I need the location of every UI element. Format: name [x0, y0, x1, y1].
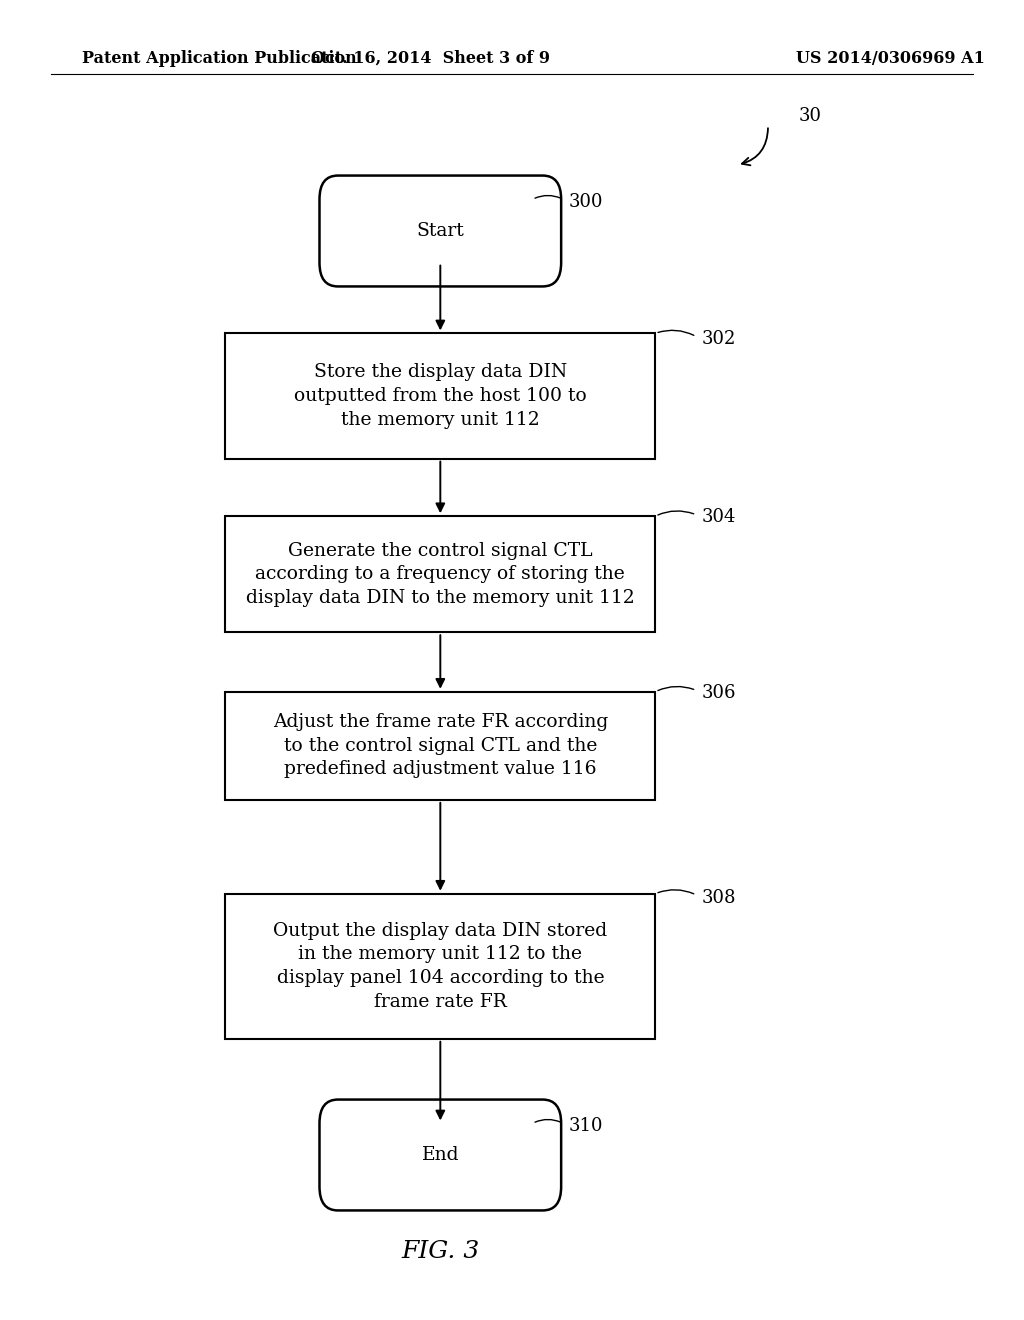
- Bar: [225, 894, 655, 1039]
- Text: Generate the control signal CTL
according to a frequency of storing the
display : Generate the control signal CTL accordin…: [246, 541, 635, 607]
- Text: Start: Start: [417, 222, 464, 240]
- Text: 304: 304: [701, 508, 736, 527]
- Bar: [225, 692, 655, 800]
- Text: US 2014/0306969 A1: US 2014/0306969 A1: [797, 50, 985, 66]
- Bar: [225, 334, 655, 459]
- Text: 30: 30: [799, 107, 821, 125]
- Text: Store the display data DIN
outputted from the host 100 to
the memory unit 112: Store the display data DIN outputted fro…: [294, 363, 587, 429]
- Text: End: End: [422, 1146, 459, 1164]
- Text: Output the display data DIN stored
in the memory unit 112 to the
display panel 1: Output the display data DIN stored in th…: [273, 921, 607, 1011]
- Text: Oct. 16, 2014  Sheet 3 of 9: Oct. 16, 2014 Sheet 3 of 9: [310, 50, 550, 66]
- Text: Patent Application Publication: Patent Application Publication: [82, 50, 356, 66]
- Text: 310: 310: [568, 1117, 603, 1135]
- Text: Adjust the frame rate FR according
to the control signal CTL and the
predefined : Adjust the frame rate FR according to th…: [272, 713, 608, 779]
- Text: 302: 302: [701, 330, 736, 348]
- Bar: [225, 516, 655, 632]
- Text: 306: 306: [701, 684, 736, 702]
- Text: 308: 308: [701, 888, 736, 907]
- FancyBboxPatch shape: [319, 176, 561, 286]
- FancyBboxPatch shape: [319, 1100, 561, 1210]
- Text: 300: 300: [568, 193, 603, 211]
- Text: FIG. 3: FIG. 3: [401, 1239, 479, 1263]
